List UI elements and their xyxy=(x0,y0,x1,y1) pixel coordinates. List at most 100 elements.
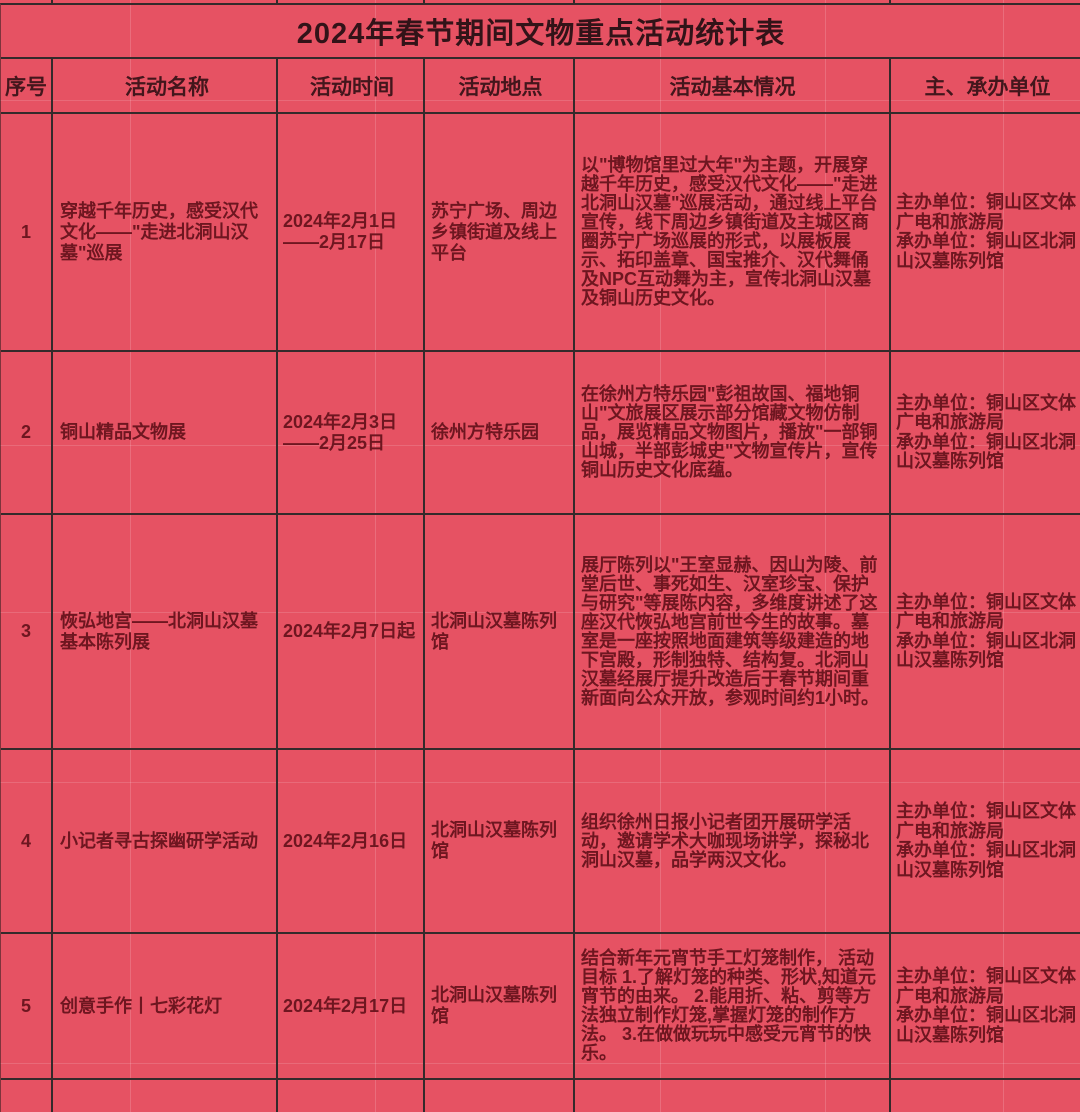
column-header-location: 活动地点 xyxy=(425,59,575,114)
activity-time: 2024年2月1日——2月17日 xyxy=(283,211,398,252)
organizer-text: 主办单位：铜山区文体广电和旅游局 承办单位：铜山区北洞山汉墓陈列馆 xyxy=(896,591,1079,671)
cell-activity-name: 小记者寻古探幽研学活动 xyxy=(53,750,278,934)
cell-index: 1 xyxy=(1,114,53,352)
gridline-artifact xyxy=(0,612,1080,613)
gridline-artifact xyxy=(0,1063,1080,1064)
cutoff-row xyxy=(1,1080,1080,1112)
cell-organizer: 主办单位：铜山区文体广电和旅游局 承办单位：铜山区北洞山汉墓陈列馆 xyxy=(891,515,1080,750)
organizer-text: 主办单位：铜山区文体广电和旅游局 承办单位：铜山区北洞山汉墓陈列馆 xyxy=(896,966,1079,1045)
row-number: 4 xyxy=(20,830,31,851)
activity-name: 小记者寻古探幽研学活动 xyxy=(60,830,258,851)
cell-activity-name: 创意手作丨七彩花灯 xyxy=(53,934,278,1080)
column-header-details: 活动基本情况 xyxy=(575,59,891,114)
activity-location: 苏宁广场、周边乡镇街道及线上平台 xyxy=(431,200,557,263)
host-unit: 主办单位：铜山区文体广电和旅游局 xyxy=(896,801,1076,841)
activity-location: 徐州方特乐园 xyxy=(431,422,539,442)
activity-location: 北洞山汉墓陈列馆 xyxy=(431,820,557,861)
cell-index: 3 xyxy=(1,515,53,750)
cell-activity-time: 2024年2月17日 xyxy=(278,934,425,1080)
activity-location: 北洞山汉墓陈列馆 xyxy=(431,610,557,652)
table-row: 5 创意手作丨七彩花灯 2024年2月17日 北洞山汉墓陈列馆 结合新年元宵节手… xyxy=(1,934,1080,1080)
table-row: 2 铜山精品文物展 2024年2月3日——2月25日 徐州方特乐园 在徐州方特乐… xyxy=(1,352,1080,515)
cell-activity-time: 2024年2月3日——2月25日 xyxy=(278,352,425,515)
title-row: 2024年春节期间文物重点活动统计表 xyxy=(1,5,1080,59)
gridline-artifact xyxy=(660,0,661,1112)
cell-organizer: 主办单位：铜山区文体广电和旅游局 承办单位：铜山区北洞山汉墓陈列馆 xyxy=(891,352,1080,515)
gridline-artifact xyxy=(1003,0,1004,1112)
row-number: 3 xyxy=(20,621,31,641)
activity-location: 北洞山汉墓陈列馆 xyxy=(431,985,557,1026)
cell-empty xyxy=(1,1080,53,1112)
cell-activity-location: 苏宁广场、周边乡镇街道及线上平台 xyxy=(425,114,575,352)
column-border-tick xyxy=(573,0,575,3)
cell-activity-details: 结合新年元宵节手工灯笼制作， 活动目标 1.了解灯笼的种类、形状,知道元宵节的由… xyxy=(575,934,891,1080)
cell-index: 2 xyxy=(1,352,53,515)
cell-organizer: 主办单位：铜山区文体广电和旅游局 承办单位：铜山区北洞山汉墓陈列馆 xyxy=(891,114,1080,352)
cell-empty xyxy=(53,1080,278,1112)
activity-details: 结合新年元宵节手工灯笼制作， 活动目标 1.了解灯笼的种类、形状,知道元宵节的由… xyxy=(581,948,877,1063)
gridline-artifact xyxy=(0,100,1080,101)
table-row: 4 小记者寻古探幽研学活动 2024年2月16日 北洞山汉墓陈列馆 组织徐州日报… xyxy=(1,750,1080,934)
activity-time: 2024年2月7日起 xyxy=(283,621,416,641)
cell-activity-details: 展厅陈列以"王室显赫、因山为陵、前堂后世、事死如生、汉室珍宝、保护与研究"等展陈… xyxy=(575,515,891,750)
cell-activity-time: 2024年2月7日起 xyxy=(278,515,425,750)
cell-activity-location: 徐州方特乐园 xyxy=(425,352,575,515)
cell-activity-location: 北洞山汉墓陈列馆 xyxy=(425,750,575,934)
cell-empty xyxy=(891,1080,1080,1112)
cell-organizer: 主办单位：铜山区文体广电和旅游局 承办单位：铜山区北洞山汉墓陈列馆 xyxy=(891,934,1080,1080)
organizer-text: 主办单位：铜山区文体广电和旅游局 承办单位：铜山区北洞山汉墓陈列馆 xyxy=(896,392,1079,472)
cell-index: 5 xyxy=(1,934,53,1080)
cell-activity-time: 2024年2月1日——2月17日 xyxy=(278,114,425,352)
activity-details: 在徐州方特乐园"彭祖故国、福地铜山"文旅展区展示部分馆藏文物仿制品，展览精品文物… xyxy=(581,384,878,480)
host-unit: 主办单位：铜山区文体广电和旅游局 xyxy=(896,192,1076,232)
cell-empty xyxy=(425,1080,575,1112)
cell-empty xyxy=(278,1080,425,1112)
activity-time: 2024年2月3日——2月25日 xyxy=(283,411,398,453)
row-number: 1 xyxy=(20,221,31,242)
table-row: 3 恢弘地宫——北洞山汉墓基本陈列展 2024年2月7日起 北洞山汉墓陈列馆 展… xyxy=(1,515,1080,750)
activity-details: 组织徐州日报小记者团开展研学活动，邀请学术大咖现场讲学，探秘北洞山汉墓，品学两汉… xyxy=(581,811,869,870)
cell-activity-name: 铜山精品文物展 xyxy=(53,352,278,515)
cell-activity-details: 在徐州方特乐园"彭祖故国、福地铜山"文旅展区展示部分馆藏文物仿制品，展览精品文物… xyxy=(575,352,891,515)
cell-activity-details: 组织徐州日报小记者团开展研学活动，邀请学术大咖现场讲学，探秘北洞山汉墓，品学两汉… xyxy=(575,750,891,934)
activity-details: 以"博物馆里过大年"为主题，开展穿越千年历史，感受汉代文化——"走进北洞山汉墓"… xyxy=(581,155,878,308)
gridline-artifact xyxy=(0,782,1080,783)
cell-activity-name: 恢弘地宫——北洞山汉墓基本陈列展 xyxy=(53,515,278,750)
cell-organizer: 主办单位：铜山区文体广电和旅游局 承办单位：铜山区北洞山汉墓陈列馆 xyxy=(891,750,1080,934)
activity-name: 穿越千年历史，感受汉代文化——"走进北洞山汉墓"巡展 xyxy=(60,200,258,263)
undertaker-unit: 承办单位：铜山区北洞山汉墓陈列馆 xyxy=(896,840,1076,880)
activity-details: 展厅陈列以"王室显赫、因山为陵、前堂后世、事死如生、汉室珍宝、保护与研究"等展陈… xyxy=(581,554,880,708)
cell-activity-time: 2024年2月16日 xyxy=(278,750,425,934)
activity-time: 2024年2月16日 xyxy=(283,830,408,851)
column-border-tick xyxy=(889,0,891,3)
column-header-time: 活动时间 xyxy=(278,59,425,114)
activity-name: 创意手作丨七彩花灯 xyxy=(60,995,222,1016)
gridline-artifact xyxy=(375,0,376,1112)
undertaker-unit: 承办单位：铜山区北洞山汉墓陈列馆 xyxy=(896,1005,1076,1045)
undertaker-unit: 承办单位：铜山区北洞山汉墓陈列馆 xyxy=(896,431,1076,471)
host-unit: 主办单位：铜山区文体广电和旅游局 xyxy=(896,966,1076,1006)
header-row: 序号 活动名称 活动时间 活动地点 活动基本情况 主、承办单位 xyxy=(1,59,1080,114)
gridline-artifact xyxy=(0,445,1080,446)
column-border-tick xyxy=(276,0,278,3)
column-border-tick xyxy=(51,0,53,3)
activity-name: 铜山精品文物展 xyxy=(60,422,186,442)
undertaker-unit: 承办单位：铜山区北洞山汉墓陈列馆 xyxy=(896,231,1076,271)
organizer-text: 主办单位：铜山区文体广电和旅游局 承办单位：铜山区北洞山汉墓陈列馆 xyxy=(896,192,1079,271)
activity-name: 恢弘地宫——北洞山汉墓基本陈列展 xyxy=(60,610,258,652)
host-unit: 主办单位：铜山区文体广电和旅游局 xyxy=(896,591,1076,631)
gridline-artifact xyxy=(130,0,131,1112)
organizer-text: 主办单位：铜山区文体广电和旅游局 承办单位：铜山区北洞山汉墓陈列馆 xyxy=(896,801,1079,880)
cell-activity-name: 穿越千年历史，感受汉代文化——"走进北洞山汉墓"巡展 xyxy=(53,114,278,352)
cell-activity-details: 以"博物馆里过大年"为主题，开展穿越千年历史，感受汉代文化——"走进北洞山汉墓"… xyxy=(575,114,891,352)
gridline-artifact xyxy=(825,0,826,1112)
undertaker-unit: 承办单位：铜山区北洞山汉墓陈列馆 xyxy=(896,630,1076,670)
activity-time: 2024年2月17日 xyxy=(283,995,408,1016)
column-border-tick xyxy=(423,0,425,3)
cell-activity-location: 北洞山汉墓陈列馆 xyxy=(425,934,575,1080)
column-header-name: 活动名称 xyxy=(53,59,278,114)
row-number: 2 xyxy=(20,422,31,442)
page-title: 2024年春节期间文物重点活动统计表 xyxy=(1,5,1080,59)
host-unit: 主办单位：铜山区文体广电和旅游局 xyxy=(896,392,1076,432)
